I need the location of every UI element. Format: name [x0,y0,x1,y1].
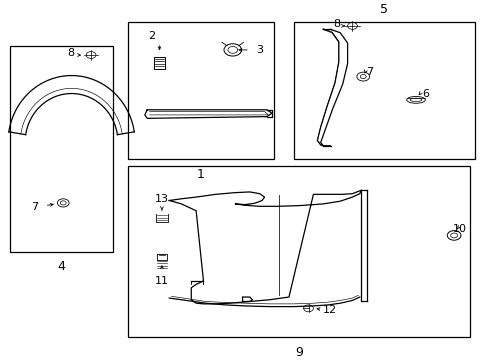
Text: 7: 7 [366,67,373,77]
Text: 8: 8 [333,19,340,29]
Text: 5: 5 [380,3,388,15]
Text: 2: 2 [148,31,156,41]
Bar [294,22,475,159]
Text: 12: 12 [323,305,337,315]
Text: 7: 7 [31,202,38,212]
Text: 4: 4 [58,260,66,273]
Text: 3: 3 [256,45,263,55]
Text: 6: 6 [422,89,429,99]
Text: 8: 8 [67,48,74,58]
Text: 13: 13 [155,194,169,204]
Bar [128,22,274,159]
Text: 9: 9 [295,346,303,359]
Bar [128,166,470,337]
Text: 11: 11 [155,276,169,286]
Bar [10,46,113,252]
Text: 1: 1 [197,168,205,181]
Text: 10: 10 [453,224,467,234]
